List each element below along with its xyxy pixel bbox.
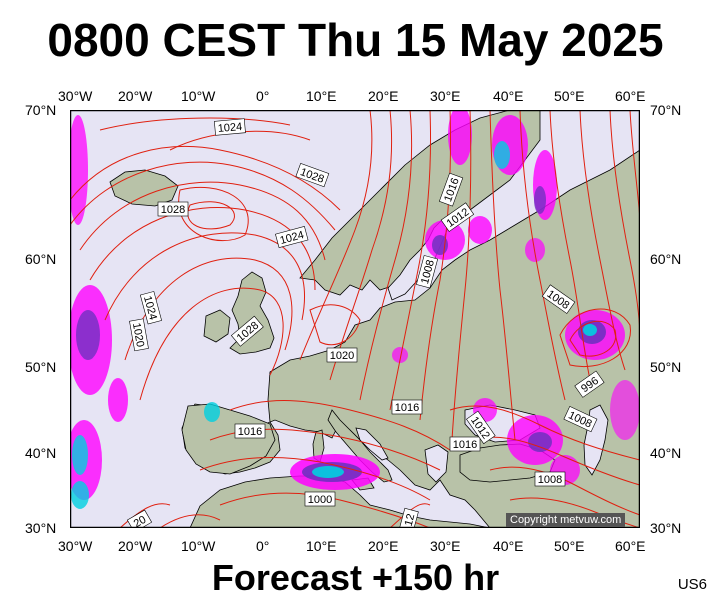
- precip-area: [525, 238, 545, 262]
- lon-label: 40°E: [493, 88, 524, 104]
- isobar-label: 1000: [308, 494, 332, 506]
- precip-area: [448, 110, 472, 165]
- lat-label: 30°N: [25, 520, 57, 536]
- lon-label: 10°W: [181, 88, 216, 104]
- lon-label: 50°E: [554, 88, 585, 104]
- lon-label: 10°E: [306, 538, 337, 554]
- lat-label: 70°N: [25, 102, 57, 118]
- lat-label: 60°N: [650, 251, 682, 267]
- precip-area: [108, 378, 128, 422]
- lat-label: 40°N: [25, 445, 57, 461]
- north-africa: [189, 475, 491, 528]
- scandinavia: [299, 110, 541, 296]
- lat-label: 30°N: [650, 520, 682, 536]
- lat-label: 40°N: [650, 445, 682, 461]
- lon-label: 60°E: [615, 538, 646, 554]
- isobar-label: 1028: [161, 204, 185, 216]
- precip-area: [468, 216, 492, 244]
- lon-label: 50°E: [554, 538, 585, 554]
- precipitation: [70, 110, 640, 509]
- lon-label: 20°W: [118, 88, 153, 104]
- precip-area: [610, 380, 640, 440]
- forecast-label: Forecast +150 hr: [211, 557, 500, 598]
- precip-area: [392, 347, 408, 363]
- lon-label: 30°W: [58, 88, 93, 104]
- isobar-label: 20: [132, 514, 149, 528]
- model-code: US6: [677, 576, 707, 593]
- lat-label: 60°N: [25, 251, 57, 267]
- precip-area: [528, 432, 552, 452]
- isobar-label: 1016: [395, 402, 419, 414]
- lon-label: 30°E: [430, 538, 461, 554]
- precip-area: [76, 310, 100, 360]
- iberian-peninsula: [181, 403, 276, 475]
- isobar-label: 12: [403, 513, 418, 528]
- lon-label: 10°W: [181, 538, 216, 554]
- lon-label: 20°W: [118, 538, 153, 554]
- weather-map: 1024 1028 1028 1024 1024 1020: [70, 110, 640, 528]
- iceland: [109, 169, 179, 207]
- lon-label: 40°E: [493, 538, 524, 554]
- isobars: [70, 110, 640, 528]
- isobar-label: 1008: [538, 474, 562, 486]
- isobar-label: 1016: [238, 426, 262, 438]
- copyright-badge: Copyright metvuw.com: [506, 513, 626, 527]
- precip-area: [72, 435, 88, 475]
- precip-area: [71, 481, 89, 509]
- precip-area: [204, 402, 220, 422]
- lat-label: 70°N: [650, 102, 682, 118]
- lon-label: 10°E: [306, 88, 337, 104]
- precip-area: [494, 141, 510, 169]
- precip-area: [70, 115, 88, 225]
- lon-label: 30°W: [58, 538, 93, 554]
- map-title: 0800 CEST Thu 15 May 2025: [47, 14, 664, 66]
- isobar-label: 1024: [217, 121, 242, 135]
- lon-label: 20°E: [368, 88, 399, 104]
- aegean-sea: [424, 444, 449, 483]
- lon-label: 60°E: [615, 88, 646, 104]
- lat-label: 50°N: [650, 359, 682, 375]
- precip-area: [583, 324, 597, 336]
- lat-label: 50°N: [25, 359, 57, 375]
- map-frame: [70, 110, 640, 528]
- lon-label: 0°: [256, 538, 270, 554]
- isobar-label: 1016: [453, 439, 477, 451]
- lon-label: 30°E: [430, 88, 461, 104]
- isobar-label: 1020: [130, 322, 146, 348]
- precip-area: [534, 186, 546, 214]
- ireland: [203, 309, 231, 343]
- isobar-label: 1020: [330, 350, 354, 362]
- lon-label: 20°E: [368, 538, 399, 554]
- lon-label: 0°: [256, 88, 270, 104]
- precip-area: [312, 466, 344, 478]
